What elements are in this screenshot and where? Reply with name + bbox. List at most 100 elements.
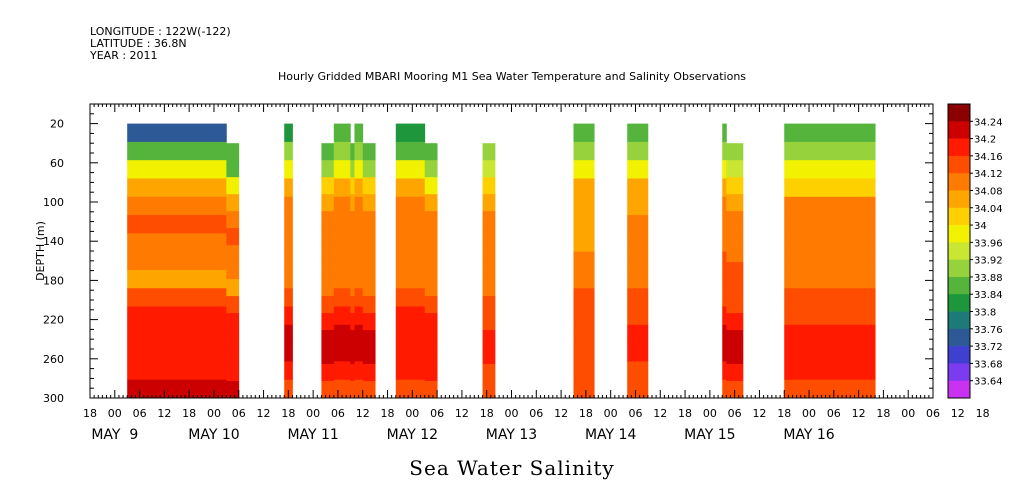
salinity-cell [284,123,293,143]
salinity-cell [722,343,727,362]
x-tick-label: 12 [653,407,667,420]
salinity-cell [722,324,727,344]
y-tick-label: 220 [43,314,64,327]
salinity-cell [573,269,595,289]
colorbar-swatch [948,363,970,382]
salinity-cell [573,288,595,307]
colorbar-label: 34 [974,221,987,232]
y-tick-label: 140 [43,235,64,248]
salinity-cell [321,211,335,229]
salinity-cell [784,251,876,271]
salinity-cell [722,123,727,143]
salinity-cell [726,330,744,348]
salinity-cell [482,347,496,365]
colorbar-label: 33.88 [974,273,1003,284]
salinity-cell [627,343,649,362]
salinity-cell [333,233,351,253]
colorbar-label: 33.72 [974,342,1003,353]
salinity-cell [226,279,240,297]
salinity-cell [424,347,438,365]
x-tick-label: 12 [257,407,271,420]
salinity-cell [362,211,376,229]
salinity-cell [226,364,240,382]
salinity-cell [726,228,744,246]
x-tick-label: 00 [108,407,122,420]
salinity-cell [226,177,240,195]
salinity-cell [127,379,227,399]
x-tick-label: 00 [505,407,519,420]
salinity-cell [350,364,355,382]
salinity-cell [284,233,293,253]
salinity-cell [573,215,595,234]
salinity-cell [424,228,438,246]
salinity-cell [573,233,595,253]
salinity-cell [482,211,496,229]
x-tick-label: 06 [628,407,642,420]
salinity-cell [627,123,649,143]
salinity-cell [627,288,649,307]
salinity-cell [395,215,426,234]
salinity-cell [627,196,649,216]
x-tick-label: 12 [554,407,568,420]
salinity-cell [333,343,351,362]
salinity-cell [350,211,355,229]
salinity-cell [354,160,364,179]
salinity-cell [784,324,876,344]
salinity-cell [573,379,595,399]
colorbar-swatch [948,259,970,278]
salinity-cell [784,178,876,198]
salinity-cell [284,251,293,271]
salinity-cell [395,233,426,253]
salinity-cell [333,215,351,234]
colorbar-swatch [948,328,970,347]
salinity-cell [333,196,351,216]
salinity-cell [127,251,227,271]
salinity-cell [350,279,355,297]
salinity-cell [284,141,293,161]
salinity-cell [482,228,496,246]
salinity-cell [127,288,227,307]
salinity-cell [395,343,426,362]
salinity-cell [362,279,376,297]
salinity-cell [226,330,240,348]
y-tick-label: 60 [50,157,64,170]
salinity-cell [321,177,335,195]
x-tick-label: 12 [752,407,766,420]
colorbar-swatch [948,173,970,191]
salinity-cell [362,262,376,280]
salinity-cell [726,177,744,195]
salinity-cell [127,343,227,362]
salinity-cell [726,313,744,331]
salinity-cell [362,313,376,331]
salinity-cell [354,324,364,344]
salinity-cell [784,306,876,326]
colorbar-label: 33.92 [974,256,1003,267]
y-axis-label: DEPTH (m) [34,221,47,281]
salinity-cell [482,330,496,348]
salinity-cell [350,296,355,314]
salinity-cell [726,245,744,263]
salinity-cell [482,245,496,263]
salinity-cell [354,379,364,399]
salinity-cell [573,306,595,326]
salinity-cell [362,296,376,314]
salinity-cell [284,361,293,381]
x-tick-label: 00 [207,407,221,420]
y-tick-label: 20 [50,118,64,131]
salinity-cell [354,288,364,307]
salinity-cell [354,215,364,234]
salinity-cell [726,262,744,280]
salinity-cell [722,251,727,271]
latitude-label: LATITUDE : 36.8N [90,37,187,50]
salinity-cell [226,347,240,365]
salinity-cell [321,228,335,246]
colorbar-label: 33.8 [974,308,996,319]
x-tick-label: 18 [182,407,196,420]
salinity-cell [226,143,240,161]
colorbar-label: 33.64 [974,377,1003,388]
salinity-cell [350,177,355,195]
salinity-cell [354,306,364,326]
salinity-cell [395,306,426,326]
salinity-cell [726,160,744,178]
colorbar-swatch [948,311,970,330]
